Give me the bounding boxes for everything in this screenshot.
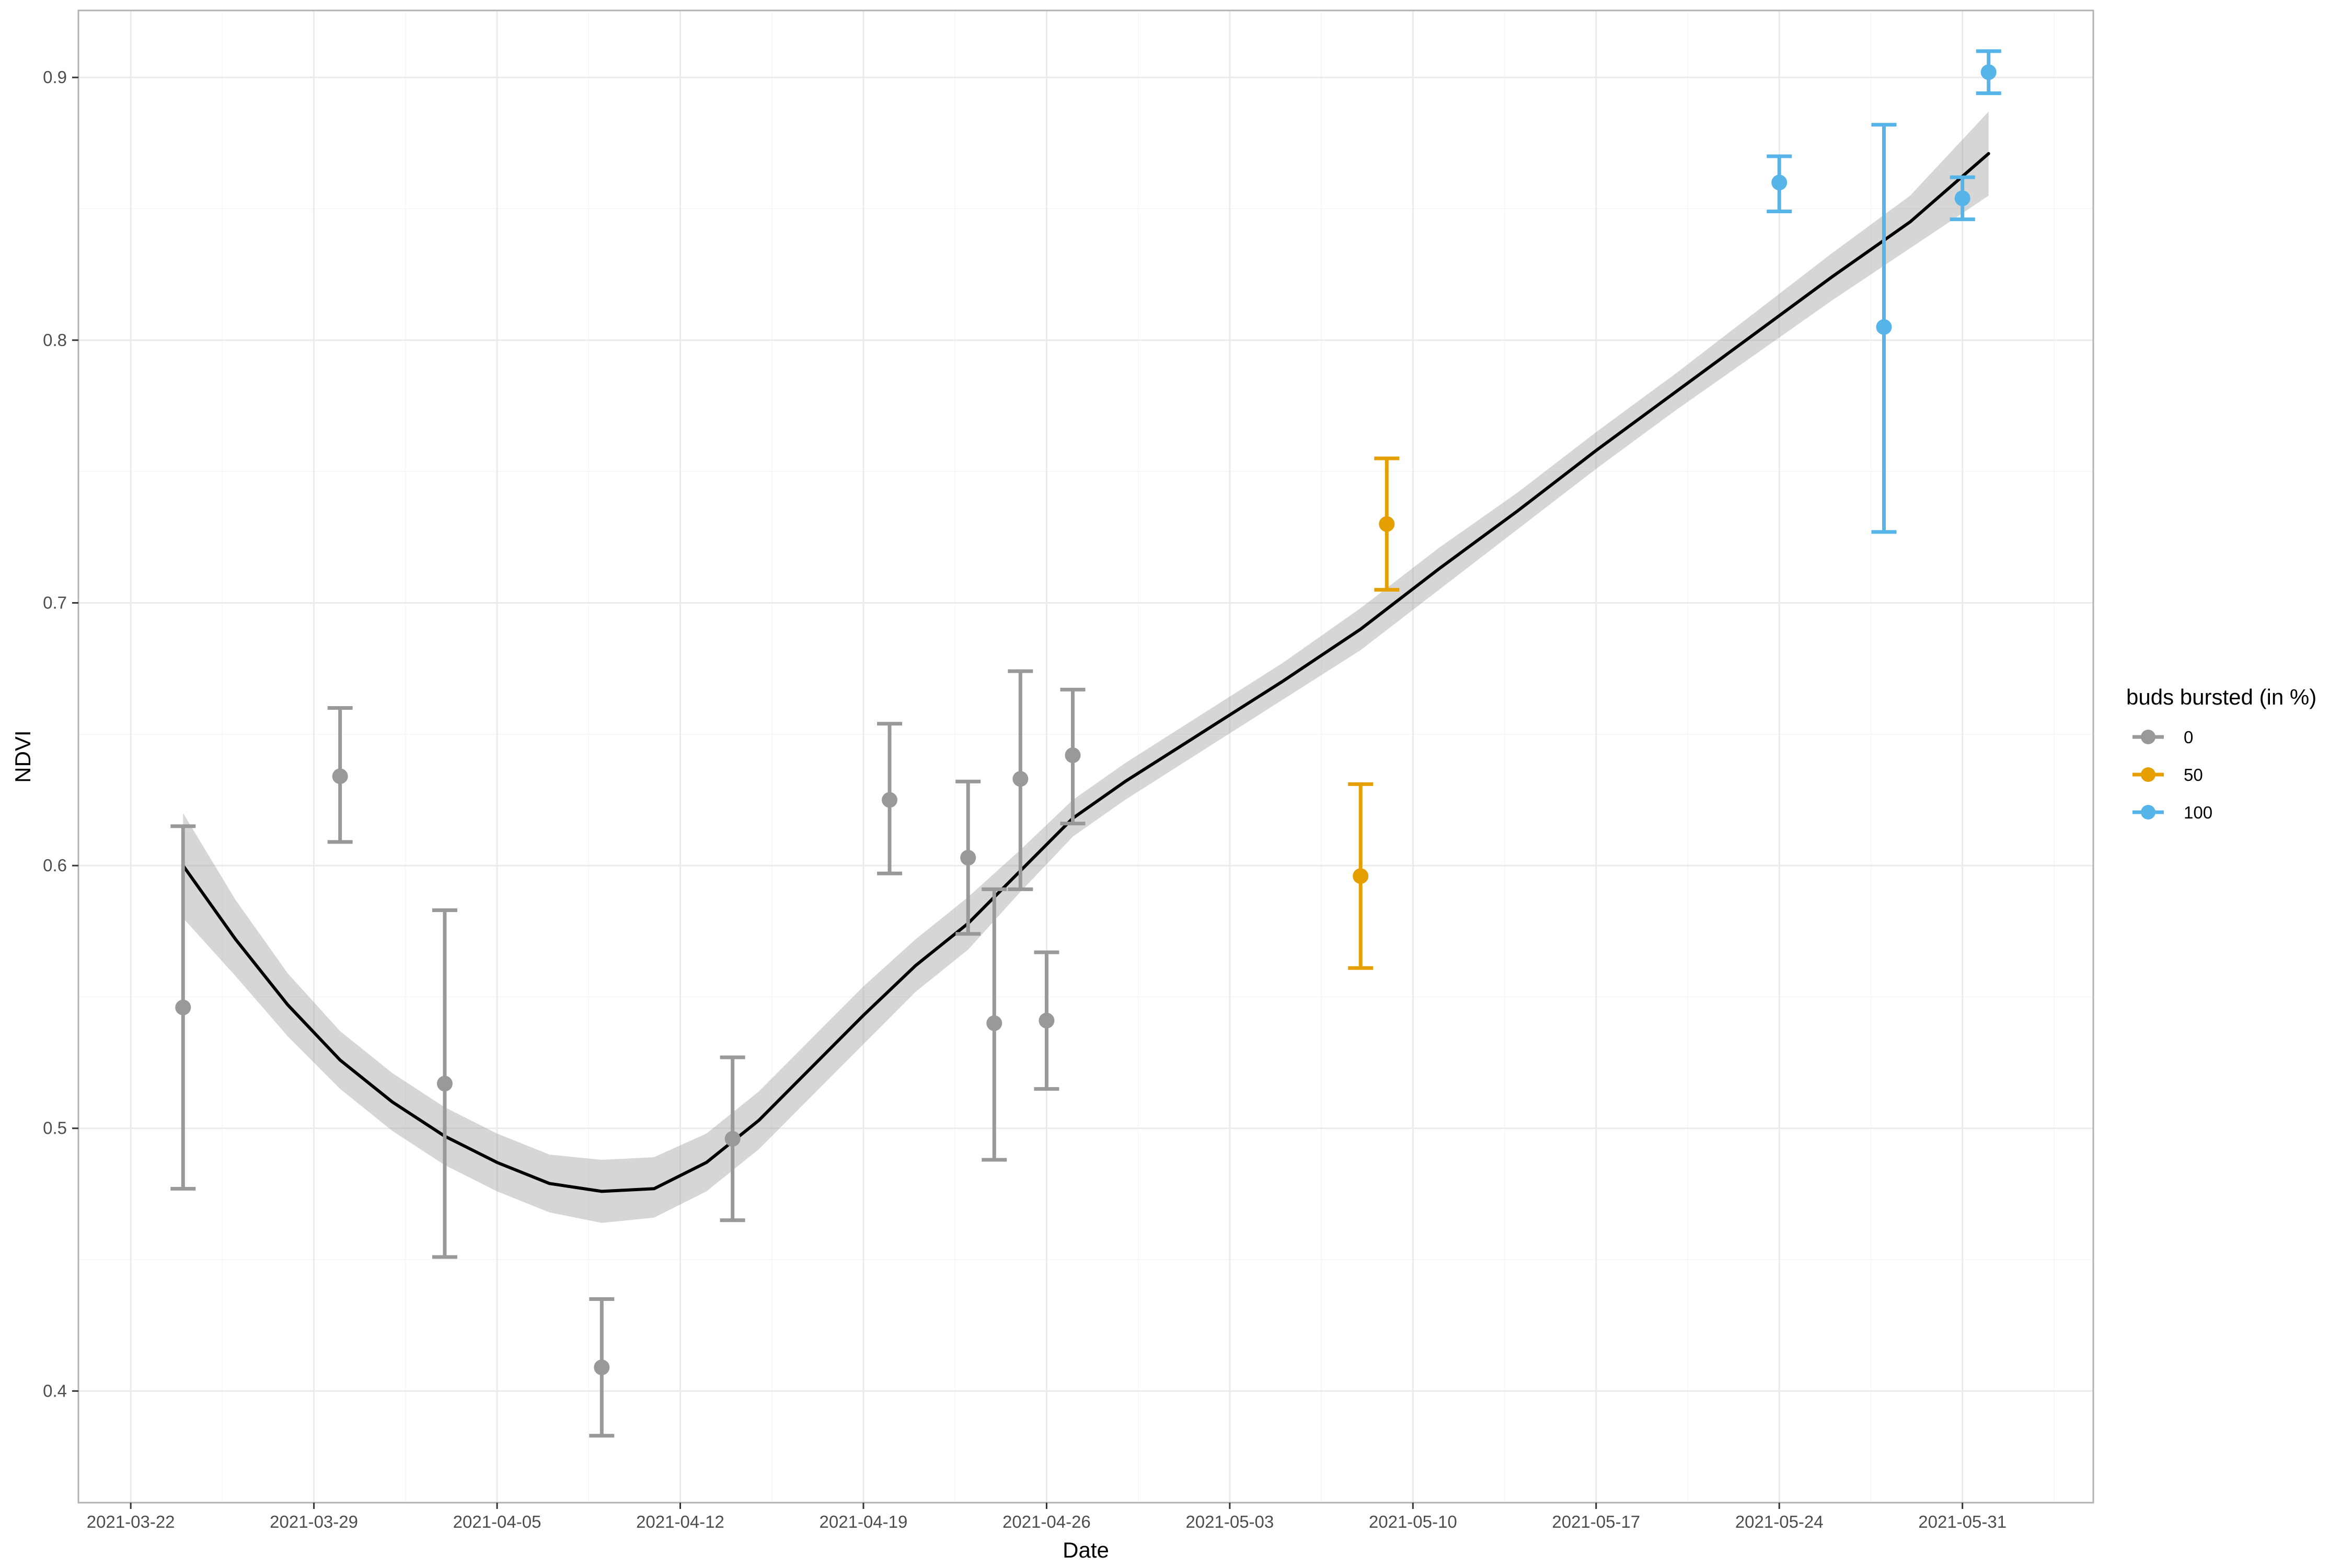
y-tick-labels: 0.4 0.5 0.6 0.7 0.8 0.9	[43, 67, 67, 1400]
data-point-group	[327, 706, 353, 844]
data-point	[1065, 747, 1081, 763]
data-point-group	[1034, 950, 1059, 1091]
legend-label: 0	[2184, 728, 2193, 747]
data-point-group	[982, 887, 1007, 1162]
x-tick-label: 2021-05-03	[1185, 1512, 1274, 1531]
data-point	[1980, 64, 1997, 80]
data-point	[1771, 175, 1788, 191]
data-point-group	[1374, 456, 1400, 592]
x-tick-label: 2021-05-17	[1552, 1512, 1640, 1531]
legend-label: 100	[2184, 803, 2212, 822]
data-point-group	[1348, 782, 1374, 970]
data-point	[1012, 771, 1029, 787]
data-point	[724, 1131, 741, 1147]
x-axis-title: Date	[1063, 1538, 1109, 1562]
minor-grid	[78, 10, 2093, 1503]
y-axis-title: NDVI	[10, 730, 35, 782]
data-point	[436, 1076, 453, 1092]
x-tick-label: 2021-04-05	[453, 1512, 541, 1531]
data-point	[1039, 1012, 1055, 1029]
data-point	[986, 1015, 1002, 1031]
data-point-group	[1767, 154, 1792, 214]
legend-label: 50	[2184, 765, 2203, 785]
legend-title: buds bursted (in %)	[2126, 685, 2316, 709]
y-tick-label: 0.4	[43, 1381, 67, 1400]
legend-item: 50	[2132, 765, 2203, 785]
x-tick-label: 2021-04-19	[820, 1512, 908, 1531]
points-layer	[170, 49, 2001, 1438]
data-point-group	[1060, 687, 1086, 826]
data-point	[882, 792, 898, 808]
y-tick-label: 0.9	[43, 67, 67, 87]
axis-ticks	[72, 76, 1964, 1509]
x-tick-label: 2021-03-22	[87, 1512, 175, 1531]
legend-key-point	[2141, 730, 2155, 744]
x-tick-labels: 2021-03-22 2021-03-29 2021-04-05 2021-04-12…	[87, 1512, 2007, 1531]
data-point	[594, 1359, 610, 1376]
legend-key-point	[2141, 767, 2155, 782]
y-tick-label: 0.7	[43, 593, 67, 612]
legend-entries: 0 50 100	[2132, 728, 2212, 822]
y-tick-label: 0.5	[43, 1119, 67, 1138]
data-point	[1876, 319, 1892, 335]
x-tick-label: 2021-04-26	[1002, 1512, 1091, 1531]
major-grid	[78, 10, 2093, 1503]
data-point-group	[432, 908, 457, 1259]
data-point	[960, 850, 976, 866]
smooth-line	[181, 152, 1990, 1193]
x-tick-label: 2021-05-31	[1918, 1512, 2007, 1531]
legend-key-point	[2141, 805, 2155, 820]
data-point-group	[877, 722, 903, 875]
data-point-group	[720, 1055, 745, 1223]
legend-item: 100	[2132, 803, 2212, 822]
data-point	[175, 999, 191, 1016]
x-tick-label: 2021-04-12	[636, 1512, 724, 1531]
y-tick-label: 0.8	[43, 330, 67, 350]
data-point	[1379, 516, 1395, 532]
smooth-layer	[181, 111, 1990, 1223]
data-point-group	[1950, 175, 1975, 222]
data-point-group	[955, 779, 981, 936]
data-point-group	[1871, 123, 1897, 534]
data-point	[1353, 868, 1369, 884]
x-tick-label: 2021-03-29	[270, 1512, 358, 1531]
legend-item: 0	[2132, 728, 2193, 747]
x-tick-label: 2021-05-10	[1369, 1512, 1457, 1531]
y-tick-label: 0.6	[43, 856, 67, 875]
legend: buds bursted (in %) 0 50 100	[2126, 685, 2316, 822]
data-point	[332, 768, 348, 785]
x-tick-label: 2021-05-24	[1735, 1512, 1824, 1531]
data-point-group	[170, 824, 196, 1191]
data-point	[1954, 190, 1970, 206]
data-point-group	[1976, 49, 2001, 95]
panel-border	[77, 9, 2094, 1504]
data-point-group	[589, 1297, 615, 1438]
data-point-group	[1008, 669, 1033, 891]
